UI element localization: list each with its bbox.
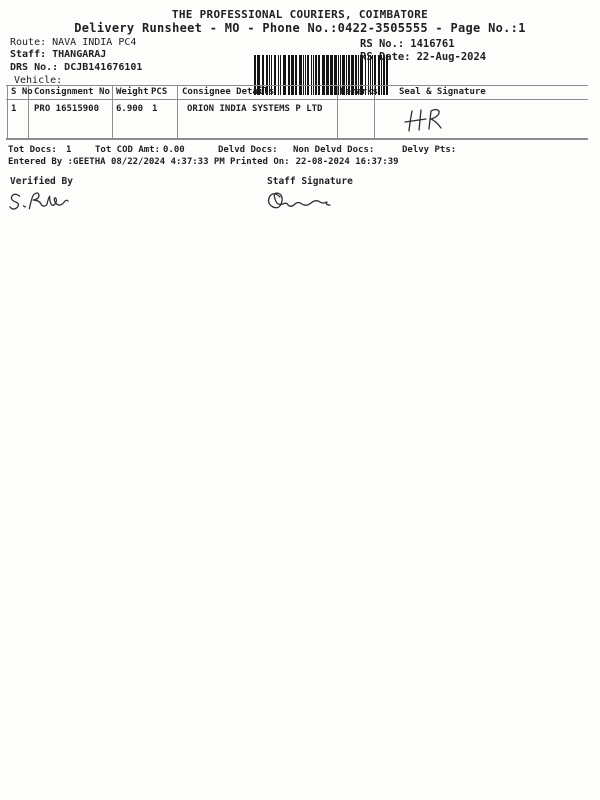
company-title: THE PROFESSIONAL COURIERS, COIMBATORE [171,8,429,21]
barcode-image [253,55,388,95]
non-delvd-docs-label: Non Delvd Docs: [293,145,375,155]
table-top-border [6,85,588,86]
printed-on-field: Printed On: 22-08-2024 16:37:39 [230,157,399,167]
staff-signature-label: Staff Signature [267,176,353,187]
header-pcs: PCS [151,87,168,97]
table-border-consignee [337,85,338,139]
drs-no-value: DCJB141676101 [64,62,143,73]
entered-by-value: GEETHA 08/22/2024 4:37:33 PM [73,157,225,167]
header-s-no: S No [11,87,33,97]
drs-no-field: DRS No.: DCJB141676101 [10,62,142,73]
header-consignee-details: Consignee Details [182,87,275,97]
table-header-border [6,99,588,100]
verified-by-handwriting [9,192,69,210]
row-consignment-no: PRO 16515900 [34,104,100,114]
seal-signature-handwriting [404,108,442,132]
entered-by-label: Entered By : [8,157,74,167]
table-bottom-border [6,138,588,140]
rs-no-field: RS No.: 1416761 [360,38,455,50]
table-border-weight-pcs [177,85,178,139]
staff-label: Staff: [10,49,47,60]
table-border-remarks [374,85,375,139]
tot-cod-amt-label: Tot COD Amt: [95,145,161,155]
rs-no-value: 1416761 [410,38,455,50]
tot-docs-label: Tot Docs: [8,145,57,155]
header-consignment-no: Consignment No [34,87,110,97]
row-weight: 6.900 [116,104,144,114]
vehicle-label: Vehicle: [14,75,63,86]
table-border-left [7,85,8,139]
route-field: Route: NAVA INDIA PC4 [10,37,136,48]
staff-value: THANGARAJ [52,49,107,60]
header-weight: Weight [116,87,149,97]
table-row: 1 PRO 16515900 6.900 1 ORION INDIA SYSTE… [0,99,600,138]
staff-field: Staff: THANGARAJ [10,49,106,60]
header-remarks: Remarks [340,87,378,97]
staff-signature-scribble [267,192,331,209]
rs-date-label: RS Date: [360,51,411,63]
tot-docs-value: 1 [66,145,72,155]
table-header-row: S No Consignment No Weight PCS Consignee… [0,87,600,99]
route-value: NAVA INDIA PC4 [52,37,137,48]
row-consignee-details: ORION INDIA SYSTEMS P LTD [187,104,323,114]
tot-cod-amt-value: 0.00 [163,145,185,155]
delvd-docs-label: Delvd Docs: [218,145,278,155]
verified-by-label: Verified By [10,176,73,187]
table-border-sno [28,85,29,139]
rs-no-label: RS No.: [360,38,405,50]
rs-date-field: RS Date: 22-Aug-2024 [360,51,486,63]
drs-no-label: DRS No.: [10,62,59,73]
row-pcs: 1 [152,104,158,114]
entered-by-field: Entered By :GEETHA 08/22/2024 4:37:33 PM [8,157,225,167]
rs-date-value: 22-Aug-2024 [416,51,487,63]
header-seal-signature: Seal & Signature [399,87,486,97]
vehicle-field: Vehicle: [14,75,68,86]
document-title: Delivery Runsheet - MO - Phone No.:0422-… [74,21,526,35]
barcode [215,36,388,95]
row-s-no: 1 [11,104,17,114]
delvy-pts-label: Delvy Pts: [402,145,457,155]
route-label: Route: [10,37,47,48]
printed-on-label: Printed On: [230,157,290,167]
table-border-consignment [112,85,113,139]
printed-on-value: 22-08-2024 16:37:39 [295,157,399,167]
